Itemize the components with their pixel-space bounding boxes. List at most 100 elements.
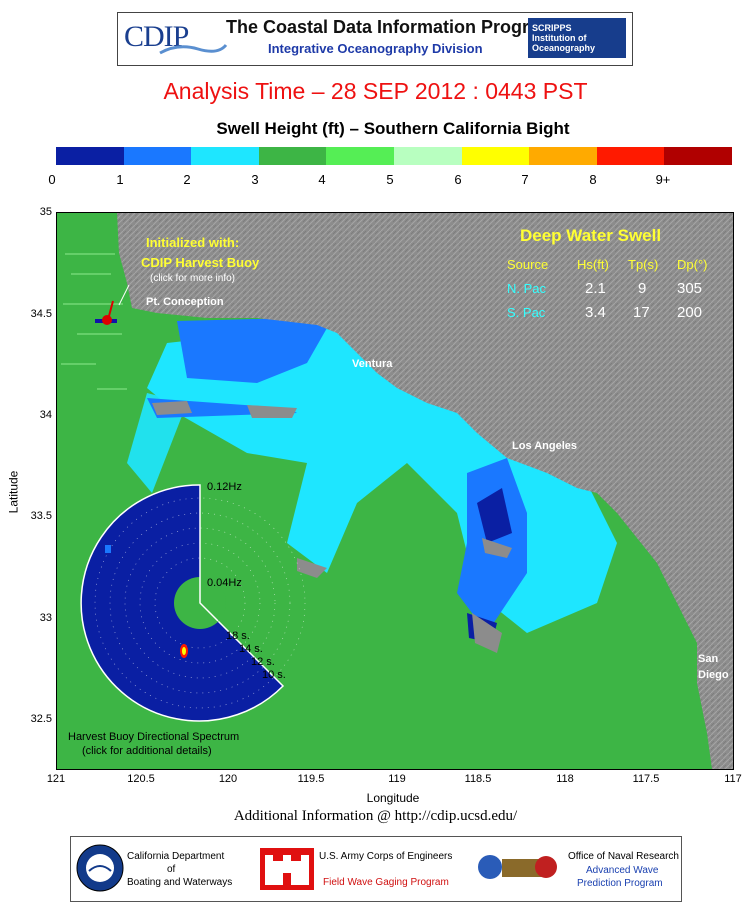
row-hs: 3.4 — [585, 304, 606, 321]
island — [297, 558, 327, 578]
colorbar-segment — [529, 147, 597, 165]
y-axis-label: Latitude — [6, 470, 21, 514]
dbw-line3[interactable]: Boating and Waterways — [127, 877, 233, 888]
freq-outer-label: 0.12Hz — [207, 481, 242, 493]
darkblue-swell-zone — [477, 488, 512, 543]
wave-logo-icon — [159, 43, 228, 55]
lon-tick: 118.5 — [464, 773, 492, 785]
row-source: S. Pac — [507, 305, 546, 320]
awpp-line2[interactable]: Prediction Program — [577, 878, 663, 889]
col-tp: Tp(s) — [628, 257, 659, 272]
usace-castle-icon — [260, 848, 314, 890]
awpp-line1[interactable]: Advanced Wave — [586, 865, 659, 876]
speckle-field — [61, 253, 127, 390]
row-tp: 17 — [633, 304, 650, 321]
lon-tick: 120.5 — [127, 773, 155, 785]
colorbar-segment — [664, 147, 732, 165]
colorbar-segment — [326, 147, 394, 165]
colorbar-segment — [123, 147, 192, 165]
header-title: The Coastal Data Information Program — [226, 17, 556, 37]
lon-tick: 118 — [556, 773, 574, 785]
map-canvas — [61, 213, 733, 769]
sponsor-footer: California Department of Boating and Wat… — [70, 836, 682, 902]
col-source: Source — [507, 257, 549, 272]
colorbar-segment — [191, 147, 259, 165]
row-dp: 305 — [677, 280, 703, 297]
analysis-time: Analysis Time – 28 SEP 2012 : 0443 PST — [163, 78, 588, 104]
colorbar — [56, 147, 732, 165]
col-dp: Dp(°) — [677, 257, 708, 272]
colorbar-tick: 5 — [386, 172, 394, 187]
lat-tick: 33 — [39, 612, 52, 624]
deep-water-title: Deep Water Swell — [520, 226, 662, 245]
swell-height-map[interactable] — [56, 212, 734, 770]
lon-tick: 120 — [218, 773, 238, 785]
lon-tick: 121 — [46, 773, 66, 785]
row-tp: 9 — [638, 280, 647, 297]
lon-tick: 119.5 — [297, 773, 325, 785]
colorbar-tick: 2 — [183, 172, 191, 187]
label-san: San — [698, 653, 719, 665]
label-diego: Diego — [698, 669, 729, 681]
label-los-angeles: Los Angeles — [512, 440, 577, 452]
lon-tick: 117 — [724, 773, 742, 785]
colorbar-tick: 6 — [454, 172, 462, 187]
lat-tick: 34 — [39, 409, 52, 421]
lat-tick: 32.5 — [30, 713, 52, 725]
lon-tick: 119 — [388, 773, 406, 785]
dbw-line2: of — [167, 864, 176, 875]
lat-tick: 34.5 — [30, 308, 52, 320]
colorbar-tick: 7 — [521, 172, 529, 187]
row-source: N. Pac — [507, 281, 547, 296]
island — [472, 613, 502, 653]
fwgp-label[interactable]: Field Wave Gaging Program — [323, 877, 449, 888]
label-ventura: Ventura — [352, 358, 393, 370]
colorbar-tick: 4 — [318, 172, 326, 187]
init-more-info[interactable]: (click for more info) — [150, 273, 236, 284]
onr-label[interactable]: Office of Naval Research — [568, 851, 679, 862]
harvest-buoy-marker[interactable] — [95, 284, 130, 325]
additional-info-link[interactable]: Additional Information @ http://cdip.ucs… — [233, 808, 518, 824]
blue-swell-zone — [177, 318, 327, 383]
island — [247, 405, 297, 418]
spectrum-caption[interactable]: Harvest Buoy Directional Spectrum — [68, 731, 240, 743]
land-mass — [117, 213, 733, 769]
cdip-header-banner[interactable]: CDIP The Coastal Data Information Progra… — [117, 12, 633, 66]
freq-inner-label: 0.04Hz — [207, 577, 242, 589]
map-title: Swell Height (ft) – Southern California … — [216, 119, 570, 138]
dbw-line1[interactable]: California Department — [127, 851, 225, 862]
island — [482, 538, 512, 558]
period-label: 14 s. — [239, 643, 263, 655]
lat-tick: 33.5 — [30, 510, 52, 522]
colorbar-segment — [461, 147, 530, 165]
colorbar-tick: 0 — [48, 172, 56, 187]
lon-tick: 117.5 — [632, 773, 660, 785]
colorbar-tick: 9+ — [655, 172, 671, 187]
period-label: 12 s. — [251, 656, 275, 668]
colorbar-tick: 1 — [116, 172, 124, 187]
col-hs: Hs(ft) — [577, 257, 609, 272]
colorbar-tick: 3 — [251, 172, 259, 187]
lat-tick: 35 — [39, 206, 52, 218]
row-dp: 200 — [677, 304, 703, 321]
dbw-seal-icon — [76, 844, 124, 892]
directional-spectrum[interactable] — [80, 484, 306, 722]
colorbar-segment — [258, 147, 327, 165]
cyan-swell-streak — [127, 393, 187, 493]
spectrum-details-link[interactable]: (click for additional details) — [82, 745, 212, 757]
x-axis-label: Longitude — [366, 791, 420, 805]
colorbar-tick: 8 — [589, 172, 597, 187]
onr-logo-icon — [478, 855, 557, 879]
usace-label[interactable]: U.S. Army Corps of Engineers — [319, 851, 453, 862]
period-label: 18 s. — [226, 630, 250, 642]
row-hs: 2.1 — [585, 280, 606, 297]
label-pt-conception: Pt. Conception — [146, 296, 224, 308]
init-buoy-link[interactable]: CDIP Harvest Buoy — [141, 255, 260, 270]
colorbar-segment — [596, 147, 665, 165]
init-heading: Initialized with: — [146, 235, 240, 250]
header-subtitle: Integrative Oceanography Division — [268, 41, 483, 56]
period-label: 10 s. — [262, 669, 286, 681]
island — [152, 401, 192, 415]
colorbar-segment — [393, 147, 462, 165]
scripps-logo: SCRIPPS Institution of Oceanography — [528, 18, 626, 58]
